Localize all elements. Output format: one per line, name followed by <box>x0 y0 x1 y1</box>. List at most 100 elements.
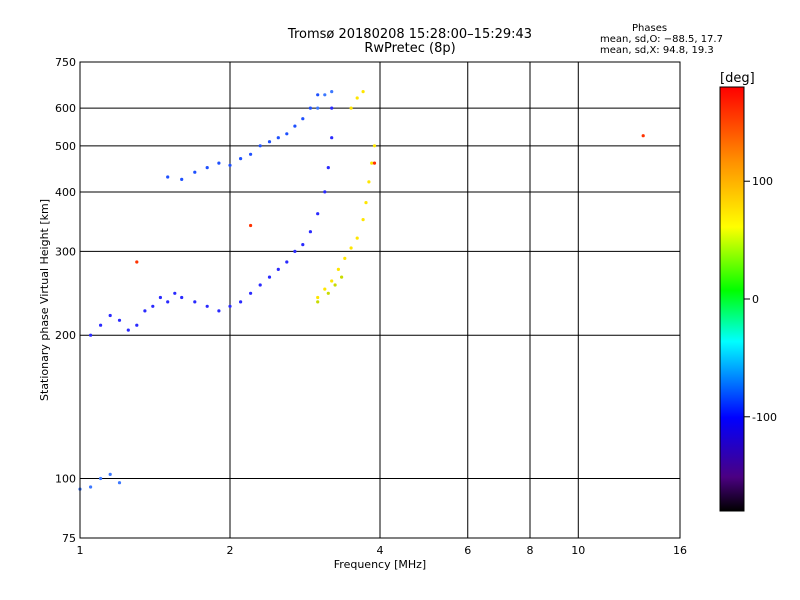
data-point <box>99 323 103 327</box>
data-point <box>372 144 377 148</box>
data-point <box>143 309 147 313</box>
data-point <box>249 291 253 295</box>
data-point <box>126 328 130 332</box>
data-point <box>166 175 170 179</box>
data-point <box>361 218 365 222</box>
data-point <box>249 223 253 228</box>
data-point <box>239 300 243 304</box>
data-point <box>117 481 122 485</box>
data-point <box>135 260 139 264</box>
data-point <box>258 283 262 287</box>
data-point <box>326 291 330 295</box>
data-point <box>355 96 359 100</box>
data-point <box>316 300 320 304</box>
data-point <box>349 106 353 110</box>
y-tick-label: 500 <box>55 140 76 153</box>
phase-stats-o: mean, sd,O: −88.5, 17.7 <box>600 34 723 45</box>
data-point <box>151 304 155 308</box>
x-tick-label: 1 <box>77 544 84 557</box>
colorbar <box>719 86 745 512</box>
grid <box>80 62 680 538</box>
colorbar-tick-label: 0 <box>752 293 759 306</box>
data-point <box>372 161 377 165</box>
scatter-points <box>78 90 645 491</box>
data-point <box>217 309 221 313</box>
data-point <box>355 236 359 240</box>
x-tick-label: 10 <box>571 544 585 557</box>
data-point <box>108 313 112 318</box>
x-tick-label: 16 <box>673 544 687 557</box>
data-point <box>276 267 280 271</box>
data-point <box>217 161 221 165</box>
phase-stats-heading: Phases <box>632 23 668 34</box>
data-point <box>276 136 280 140</box>
data-point <box>370 161 374 165</box>
x-tick-label: 2 <box>227 544 234 557</box>
data-point <box>89 485 93 489</box>
data-point <box>316 295 320 300</box>
data-point <box>323 190 327 194</box>
data-point <box>323 93 327 97</box>
y-tick-label: 400 <box>55 186 76 199</box>
y-tick-label: 750 <box>55 56 76 69</box>
data-point <box>267 275 272 279</box>
axes: 1 2 4 6 8 10 16 75 100 200 300 400 500 600 750 Frequenc… <box>38 56 687 571</box>
data-point <box>158 295 162 300</box>
data-point <box>267 140 272 144</box>
data-point <box>367 180 371 184</box>
data-point <box>301 243 305 247</box>
data-point <box>285 260 289 264</box>
x-axis-label: Frequency [MHz] <box>334 558 426 571</box>
data-point <box>308 106 312 110</box>
colorbar-ticks: 100 0 -100 [deg] <box>720 71 777 424</box>
data-point <box>99 476 103 481</box>
x-tick-label: 8 <box>527 544 534 557</box>
y-tick-label: 100 <box>55 473 76 486</box>
data-point <box>285 132 289 136</box>
data-point <box>228 163 232 167</box>
data-point <box>361 90 365 94</box>
data-point <box>193 300 197 304</box>
data-point <box>173 291 177 295</box>
data-point <box>364 201 368 205</box>
data-point <box>89 333 93 337</box>
y-tick-label: 300 <box>55 245 76 258</box>
plot-frame <box>79 61 681 539</box>
data-point <box>308 230 312 234</box>
data-point <box>135 323 139 327</box>
data-point <box>293 249 297 253</box>
chart-title: Tromsø 20180208 15:28:00–15:29:43 <box>287 27 533 42</box>
data-point <box>349 246 353 250</box>
data-point <box>333 283 337 287</box>
data-point <box>205 304 209 308</box>
y-tick-label: 600 <box>55 102 76 115</box>
x-tick-label: 6 <box>464 544 471 557</box>
x-tick-label: 4 <box>377 544 384 557</box>
data-point <box>330 90 334 94</box>
colorbar-tick-label: 100 <box>752 175 773 188</box>
data-point <box>641 134 645 138</box>
data-point <box>343 256 347 260</box>
data-point <box>180 177 184 181</box>
data-point <box>316 93 320 97</box>
data-point <box>239 157 243 161</box>
phase-stats-x: mean, sd,X: 94.8, 19.3 <box>600 45 714 56</box>
colorbar-label: [deg] <box>720 71 755 86</box>
data-point <box>316 212 320 216</box>
y-tick-label: 200 <box>55 329 76 342</box>
data-point <box>293 124 297 128</box>
data-point <box>180 295 184 300</box>
data-point <box>316 106 320 110</box>
data-point <box>205 166 209 170</box>
data-point <box>193 170 197 174</box>
data-point <box>249 152 253 156</box>
data-point <box>326 166 330 170</box>
data-point <box>323 287 327 291</box>
y-axis-label: Stationary phase Virtual Height [km] <box>38 199 51 401</box>
data-point <box>301 117 305 121</box>
data-point <box>258 144 262 148</box>
data-point <box>108 472 112 476</box>
colorbar-tick-label: -100 <box>752 411 777 424</box>
data-point <box>336 267 340 271</box>
